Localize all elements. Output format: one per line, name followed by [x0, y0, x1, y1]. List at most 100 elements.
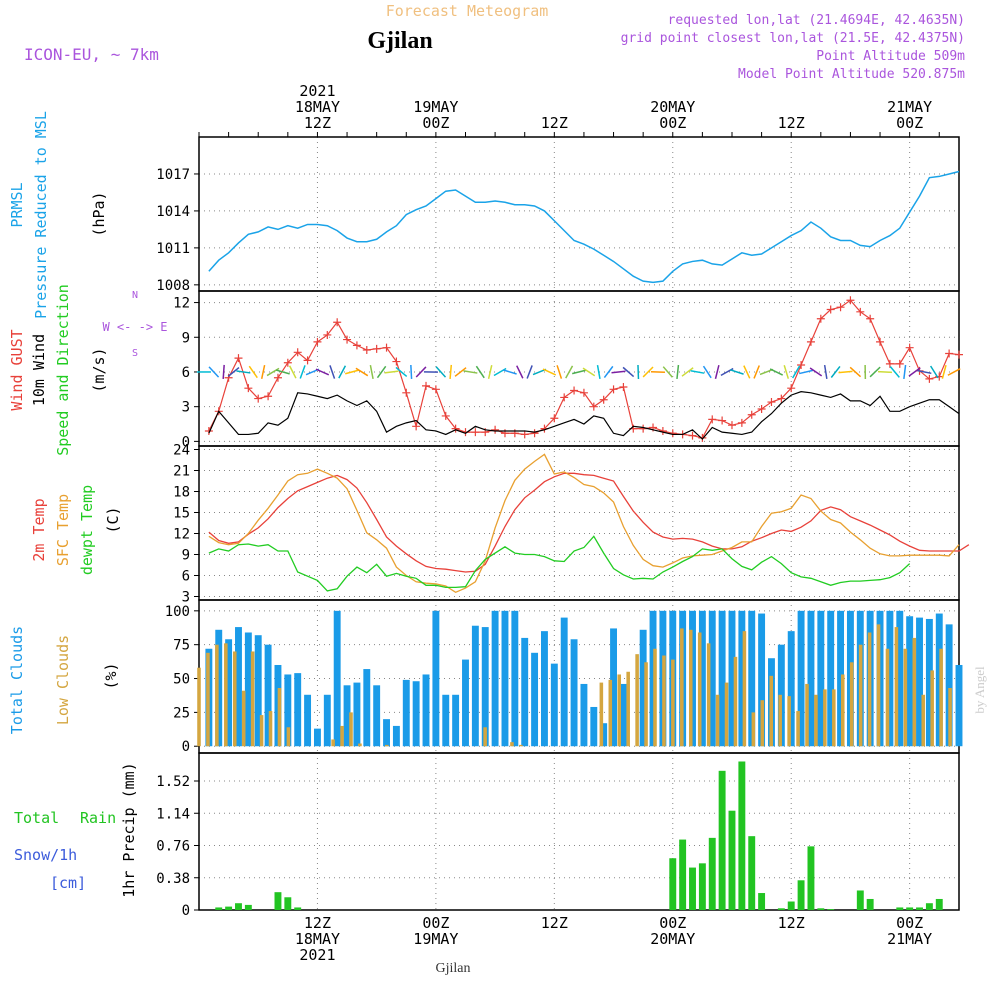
gust-marker [264, 392, 273, 401]
wind-direction-arrow [714, 364, 720, 379]
gust-marker [254, 394, 263, 403]
gust-marker [816, 314, 825, 323]
x-tick-label-bottom: 20MAY [650, 930, 695, 948]
y-tick-label: 1008 [156, 278, 190, 294]
y-tick-label: 6 [182, 569, 190, 585]
total-clouds-bar [481, 627, 489, 747]
low-clouds-bar [939, 648, 943, 747]
wind-direction-arrow [532, 368, 547, 376]
gust-marker [787, 384, 796, 393]
requested-coords: requested lon,lat (21.4694E, 42.4635N) [668, 13, 965, 28]
total-clouds-bar [610, 628, 617, 747]
low-clouds-bar [724, 682, 729, 747]
wind-direction-arrow [582, 367, 596, 377]
total-clouds-bar [935, 613, 943, 747]
wind-direction-arrow [917, 369, 932, 375]
temp2m-line [208, 472, 970, 573]
rain-bar [787, 901, 795, 910]
gust-marker [570, 386, 579, 395]
wind-direction-arrow [329, 365, 336, 379]
wind-direction-arrow [395, 366, 408, 378]
gust-marker [372, 344, 381, 353]
wind-direction-arrow [676, 364, 680, 380]
wind-direction-arrow [355, 367, 369, 377]
wind-direction-arrow [345, 369, 359, 375]
sfc-temp-label: SFC Temp [54, 494, 72, 566]
panel-frame [198, 136, 960, 292]
total-clouds-bar [639, 629, 647, 747]
gust-marker [876, 337, 885, 346]
wind-direction-arrow [315, 368, 330, 376]
wind-direction-arrow [266, 367, 280, 377]
rain-bar [935, 898, 943, 910]
x-tick-label-bottom: 00Z [659, 914, 686, 932]
wind-direction-arrow [435, 366, 447, 378]
total-clouds-bar [600, 723, 608, 747]
low-clouds-bar [805, 683, 809, 747]
wind-direction-arrow [941, 365, 947, 379]
low-clouds-bar [912, 637, 917, 747]
low-clouds-bar [608, 679, 613, 747]
total-clouds-bar [284, 674, 292, 747]
total-clouds-bar [471, 625, 479, 747]
rain-bar [708, 837, 716, 910]
gust-marker [619, 383, 628, 392]
gust-marker [283, 358, 292, 367]
low-clouds-bar [340, 725, 344, 747]
total-clouds-bar [738, 610, 746, 747]
rain-bar [215, 907, 223, 910]
total-clouds-bar [501, 610, 509, 747]
total-clouds-bar [541, 631, 548, 747]
wind-direction-arrow [384, 370, 399, 374]
gust-marker [431, 385, 440, 394]
gust-marker [777, 394, 786, 403]
point-altitude: Point Altitude 509m [816, 49, 965, 64]
gust-marker [392, 357, 401, 366]
wind-direction-arrow [743, 365, 751, 379]
wind-direction-arrow [759, 368, 774, 376]
wind-direction-arrow [288, 365, 297, 379]
wind-direction-arrow [516, 365, 524, 379]
gust-marker [905, 343, 914, 352]
wind-direction-arrow [556, 365, 563, 379]
total-clouds-bar [728, 610, 736, 747]
y-tick-label: 25 [173, 705, 190, 721]
wind-direction-arrow [823, 364, 828, 380]
rain-bar [689, 867, 696, 910]
low-clouds-bar [224, 643, 228, 747]
wind-direction-arrow [410, 364, 413, 379]
low-clouds-bar [778, 694, 782, 747]
rain-bar [856, 890, 864, 910]
gust-marker [560, 393, 569, 402]
low-clouds-bar [814, 694, 818, 747]
gust-marker [767, 398, 776, 407]
y-tick-label: 0 [182, 739, 190, 755]
wind-direction-arrow [753, 365, 760, 379]
gust-marker [806, 337, 815, 346]
gust-marker [333, 318, 342, 327]
gust-marker [204, 426, 213, 435]
rain-bar [748, 836, 756, 910]
gust-marker [382, 343, 391, 352]
x-tick-label-bottom: 19MAY [413, 930, 458, 948]
low-clouds-bar [948, 688, 952, 747]
wind-direction-arrow [690, 370, 705, 374]
y-tick-label: 0 [182, 434, 190, 450]
total-clouds-bar [590, 706, 598, 747]
total-clouds-bar [718, 610, 726, 747]
rain-bar [817, 908, 825, 910]
gust-marker [727, 421, 736, 430]
low-clouds-bar [197, 667, 201, 747]
gust-marker [797, 361, 806, 370]
total-clouds-bar [570, 639, 578, 747]
low-clouds-bar [903, 648, 908, 747]
y-tick-label: 6 [182, 365, 190, 381]
gust-marker [737, 418, 746, 427]
wind-direction-arrow [622, 366, 635, 378]
wind-direction-arrow [369, 364, 374, 379]
wind-direction-arrow [791, 365, 801, 379]
marks-layer [196, 170, 970, 910]
low-clouds-bar [680, 628, 684, 747]
low-clouds-bar [259, 715, 264, 747]
precip-unit-label: 1hr Precip (mm) [120, 762, 138, 897]
